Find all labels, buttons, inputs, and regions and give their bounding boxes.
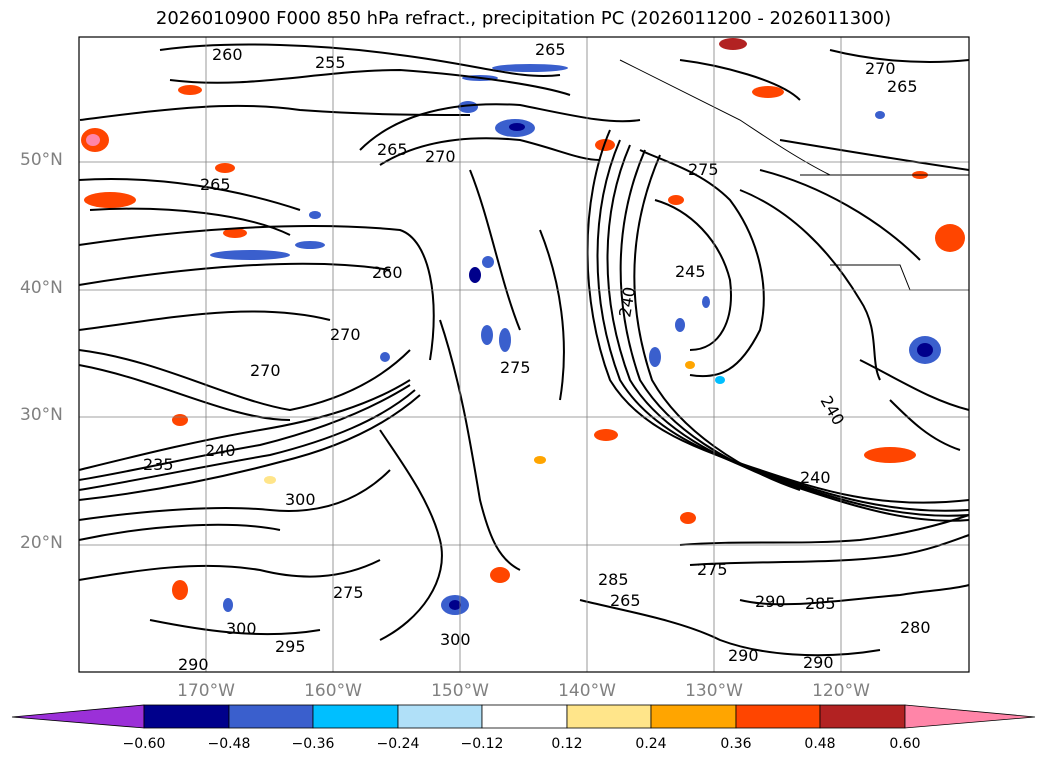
contour-label: 245: [675, 262, 706, 281]
colorbar-tick: −0.36: [291, 736, 335, 752]
contour-label: 265: [887, 77, 918, 96]
contour-label: 265: [610, 591, 641, 610]
contour-label: 270: [425, 147, 456, 166]
colorbar-swatch: [143, 704, 230, 729]
contour-label: 275: [333, 583, 364, 602]
contour-label: 300: [226, 619, 257, 638]
lat-label: 40°N: [20, 278, 63, 298]
colorbar-tick: −0.48: [207, 736, 251, 752]
contour-label: 270: [250, 361, 281, 380]
contour-label: 275: [697, 560, 728, 579]
contour-label: 255: [315, 53, 346, 72]
colorbar: [11, 704, 1036, 729]
lon-label: 140°W: [558, 681, 616, 701]
lat-label: 20°N: [20, 533, 63, 553]
colorbar-extend-low: [11, 704, 145, 729]
lat-label: 30°N: [20, 405, 63, 425]
contour-label: 240: [205, 441, 236, 460]
lon-label: 160°W: [304, 681, 362, 701]
contour-label: 260: [372, 263, 403, 282]
colorbar-swatch: [397, 704, 483, 729]
map-title: 2026010900 F000 850 hPa refract., precip…: [155, 8, 892, 29]
contour-label: 265: [200, 175, 231, 194]
lon-label: 170°W: [177, 681, 235, 701]
colorbar-tick: −0.24: [376, 736, 420, 752]
contour-label: 295: [275, 637, 306, 656]
colorbar-tick: 0.60: [889, 736, 921, 752]
colorbar-swatch: [735, 704, 821, 729]
contour-label: 290: [728, 646, 759, 665]
contour-label: 260: [212, 45, 243, 64]
colorbar-swatch: [312, 704, 399, 729]
contour-label: 290: [803, 653, 834, 672]
lon-label: 150°W: [431, 681, 489, 701]
colorbar-swatch: [650, 704, 737, 729]
lon-label: 120°W: [812, 681, 870, 701]
contour-label: 290: [755, 592, 786, 611]
graticule: [79, 37, 969, 672]
contour-label: 300: [440, 630, 471, 649]
lon-label: 130°W: [685, 681, 743, 701]
colorbar-swatch: [228, 704, 314, 729]
colorbar-swatch: [566, 704, 652, 729]
contour-label: 235: [143, 455, 174, 474]
contour-label: 240: [800, 468, 831, 487]
colorbar-swatch: [481, 704, 568, 729]
contour-label: 270: [330, 325, 361, 344]
colorbar-swatch: [819, 704, 906, 729]
contour-label: 265: [535, 40, 566, 59]
colorbar-tick: 0.24: [635, 736, 667, 752]
contour-label: 290: [178, 655, 209, 674]
contour-label: 280: [900, 618, 931, 637]
contour-label: 270: [865, 59, 896, 78]
contour-label: 275: [500, 358, 531, 377]
precip-fill-positive: [81, 38, 965, 600]
colorbar-tick: 0.36: [720, 736, 752, 752]
colorbar-tick: 0.48: [804, 736, 836, 752]
lat-label: 50°N: [20, 150, 63, 170]
colorbar-tick: 0.12: [551, 736, 583, 752]
contour-label: 285: [598, 570, 629, 589]
refractivity-contours: [78, 43, 970, 657]
colorbar-tick: −0.60: [122, 736, 166, 752]
colorbar-tick: −0.12: [460, 736, 504, 752]
contour-label: 275: [688, 160, 719, 179]
contour-label: 285: [805, 594, 836, 613]
contour-label: 300: [285, 490, 316, 509]
contour-label: 265: [377, 140, 408, 159]
colorbar-extend-high: [904, 704, 1036, 729]
